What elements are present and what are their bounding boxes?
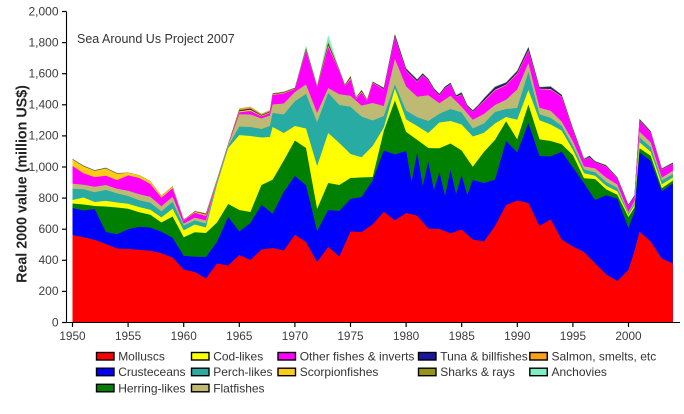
- svg-text:1,200: 1,200: [28, 129, 58, 143]
- svg-text:Tuna & billfishes: Tuna & billfishes: [440, 350, 528, 364]
- svg-text:600: 600: [38, 222, 58, 236]
- svg-text:2,000: 2,000: [28, 4, 58, 18]
- svg-text:1955: 1955: [115, 329, 142, 343]
- svg-text:1,000: 1,000: [28, 160, 58, 174]
- svg-text:2000: 2000: [615, 329, 642, 343]
- svg-text:Salmon, smelts, etc: Salmon, smelts, etc: [552, 350, 657, 364]
- svg-text:Other fishes & inverts: Other fishes & inverts: [300, 350, 415, 364]
- svg-text:Herring-likes: Herring-likes: [118, 381, 185, 395]
- svg-text:Sharks & rays: Sharks & rays: [440, 365, 515, 379]
- svg-text:800: 800: [38, 191, 58, 205]
- svg-text:0: 0: [52, 315, 59, 329]
- svg-text:1965: 1965: [226, 329, 253, 343]
- svg-text:Scorpionfishes: Scorpionfishes: [300, 365, 379, 379]
- svg-text:Crusteceans: Crusteceans: [118, 365, 185, 379]
- svg-text:1,800: 1,800: [28, 35, 58, 49]
- svg-text:Molluscs: Molluscs: [118, 350, 165, 364]
- svg-text:Real 2000 value (million US$): Real 2000 value (million US$): [15, 85, 31, 283]
- svg-text:1950: 1950: [59, 329, 86, 343]
- svg-text:1990: 1990: [504, 329, 531, 343]
- svg-text:Perch-likes: Perch-likes: [213, 365, 272, 379]
- svg-text:Flatfishes: Flatfishes: [213, 381, 264, 395]
- svg-text:Anchovies: Anchovies: [552, 365, 607, 379]
- svg-text:1995: 1995: [560, 329, 587, 343]
- svg-text:1985: 1985: [449, 329, 476, 343]
- svg-text:Sea Around Us Project 2007: Sea Around Us Project 2007: [77, 32, 235, 46]
- svg-text:1975: 1975: [337, 329, 364, 343]
- svg-text:400: 400: [38, 253, 58, 267]
- svg-text:1,600: 1,600: [28, 67, 58, 81]
- svg-text:1980: 1980: [393, 329, 420, 343]
- svg-text:1,400: 1,400: [28, 98, 58, 112]
- svg-text:Cod-likes: Cod-likes: [213, 350, 263, 364]
- svg-text:1970: 1970: [282, 329, 309, 343]
- svg-text:1960: 1960: [171, 329, 198, 343]
- svg-text:200: 200: [38, 284, 58, 298]
